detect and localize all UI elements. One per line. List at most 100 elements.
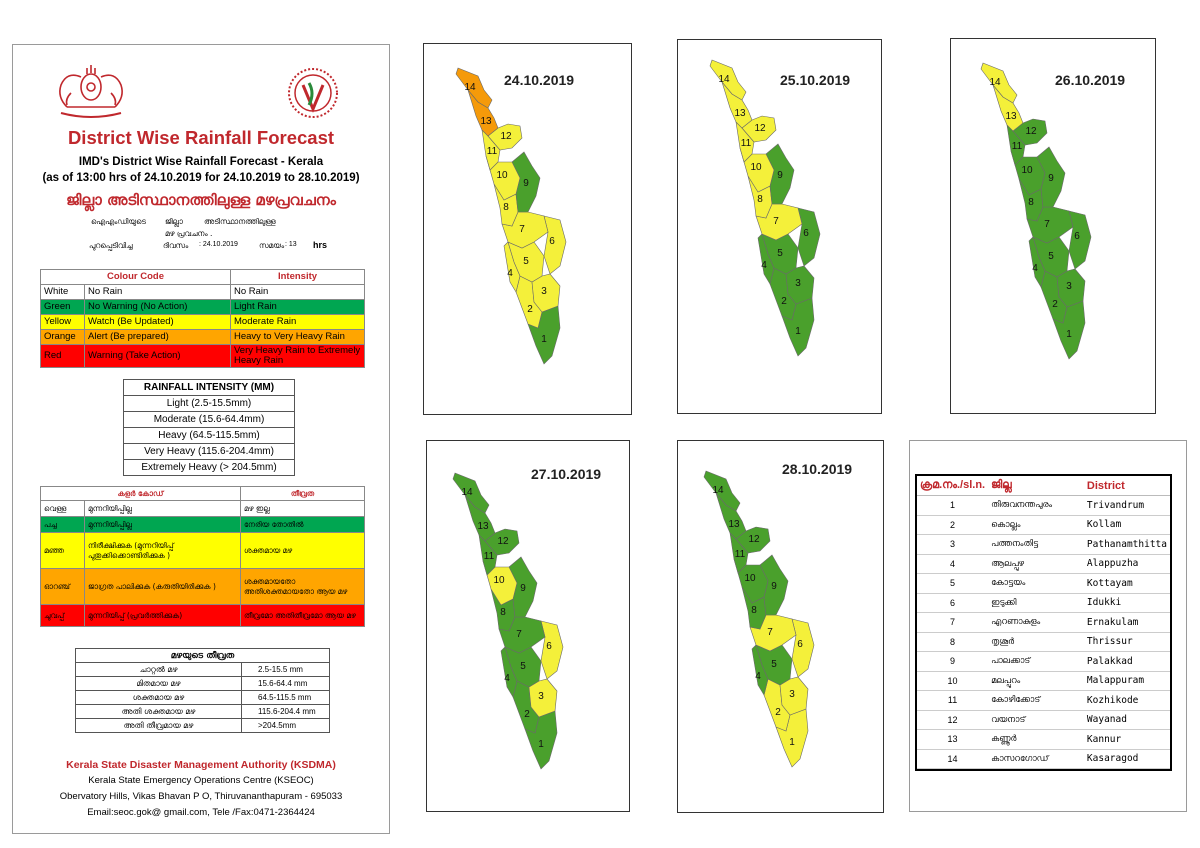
map-date: 26.10.2019 — [1055, 72, 1126, 88]
ml-district: ജില്ലാ — [165, 217, 183, 226]
district-7-label: 7 — [767, 627, 773, 638]
district-8-label: 8 — [757, 194, 763, 205]
district-14-label: 14 — [464, 82, 476, 93]
district-number: 13 — [917, 729, 989, 750]
colour-code-ml-row: വെള്ള മുന്നറിയിപ്പില്ല മഴ ഇല്ല — [40, 500, 365, 517]
colour-code-intensity: Moderate Rain — [230, 314, 365, 330]
intensity-ml-table-header: മഴയുടെ തീവ്രത — [75, 648, 330, 663]
district-row: 5 കോട്ടയം Kottayam — [917, 573, 1170, 594]
district-8-label: 8 — [500, 607, 506, 618]
intensity-ml-row: മിതമായ മഴ 15.6-64.4 mm — [75, 676, 330, 691]
district-9-label: 9 — [523, 178, 529, 189]
district-row: 9 പാലക്കാട് Palakkad — [917, 651, 1170, 672]
district-name-ml: കോഴിക്കോട് — [988, 690, 1084, 711]
district-3-region — [785, 265, 815, 305]
district-6-label: 6 — [549, 236, 555, 247]
colour-code-ml-intensity: നേരിയ തോതിൽ — [240, 516, 365, 533]
district-name-en: Ernakulam — [1083, 612, 1170, 633]
colour-code-meaning: Alert (Be prepared) — [84, 329, 231, 345]
colour-code-ml-colour: ഓറഞ്ച് — [40, 568, 85, 605]
ml-basis: അടിസ്ഥാനത്തിലുള്ള — [204, 217, 276, 226]
intensity-ml-value: 2.5-15.5 mm — [241, 662, 330, 677]
intensity-ml-header: തീവ്രത — [240, 486, 365, 501]
district-name-en: Pathanamthitta — [1083, 534, 1170, 555]
district-3-label: 3 — [541, 286, 547, 297]
district-7-label: 7 — [519, 224, 525, 235]
district-10-label: 10 — [1021, 165, 1033, 176]
district-7-label: 7 — [773, 216, 779, 227]
district-3-region — [1056, 268, 1086, 308]
district-6-label: 6 — [1074, 231, 1080, 242]
footer-contact: Email:seoc.gok@ gmail.com, Tele /Fax:047… — [87, 807, 315, 818]
intensity-ml-row: അതി തീവ്രമായ മഴ >204.5mm — [75, 718, 330, 733]
colour-code-intensity: Heavy to Very Heavy Rain — [230, 329, 365, 345]
district-name-ml: വയനാട് — [988, 710, 1084, 730]
district-11-label: 11 — [735, 549, 746, 560]
district-12-region — [487, 123, 523, 151]
colour-code-row: Orange Alert (Be prepared) Heavy to Very H… — [40, 329, 365, 345]
colour-code-ml-colour: വെള്ള — [40, 500, 85, 517]
ml-date-value: : 24.10.2019 — [199, 241, 238, 248]
district-3-label: 3 — [795, 278, 801, 289]
colour-code-ml-intensity: ശക്തമായ മഴ — [240, 532, 365, 569]
district-3-region — [779, 676, 809, 716]
intensity-ml-row: ശക്തമായ മഴ 64.5-115.5 mm — [75, 690, 330, 705]
district-1-label: 1 — [538, 739, 544, 750]
colour-code-ml-meaning: മുന്നറിയിപ്പില്ല — [84, 516, 241, 533]
district-12-label: 12 — [748, 534, 760, 545]
rainfall-intensity-row: Heavy (64.5-115.5mm) — [123, 427, 295, 444]
district-3-region — [531, 273, 561, 313]
district-14-region — [452, 472, 490, 514]
intensity-ml-label: അതി തീവ്രമായ മഴ — [75, 718, 242, 733]
colour-code-colour: Orange — [40, 329, 85, 345]
district-13-label: 13 — [480, 116, 492, 127]
subtitle-validity: (as of 13:00 hrs of 24.10.2019 for 24.10… — [42, 172, 360, 184]
district-6-region — [791, 618, 815, 678]
district-name-en: Idukki — [1083, 593, 1170, 613]
district-row: 14 കാസറഗോഡ് Kasaragod — [917, 749, 1170, 769]
colour-code-colour: White — [40, 284, 85, 300]
ml-time-label: സമയം — [259, 241, 285, 250]
ksdma-logo-icon — [288, 68, 338, 118]
map-date: 28.10.2019 — [782, 461, 853, 477]
rainfall-intensity-value: Very Heavy (115.6-204.4mm) — [123, 443, 295, 460]
map-date: 24.10.2019 — [504, 72, 575, 88]
rainfall-intensity-value: Heavy (64.5-115.5mm) — [123, 427, 295, 444]
rainfall-intensity-table: RAINFALL INTENSITY (MM) Light (2.5-15.5m… — [123, 379, 295, 476]
ml-forecast: മഴ പ്രവചനം . — [165, 229, 213, 238]
district-7-label: 7 — [1044, 219, 1050, 230]
district-10-label: 10 — [493, 575, 505, 586]
district-11-label: 11 — [741, 138, 752, 149]
district-4-label: 4 — [761, 260, 767, 271]
subtitle-imd: IMD's District Wise Rainfall Forecast - … — [78, 156, 324, 168]
district-12-label: 12 — [500, 131, 512, 142]
district-number: 9 — [917, 651, 989, 672]
intensity-ml-label: ശക്തമായ മഴ — [75, 690, 242, 705]
district-name-en: Kollam — [1083, 515, 1170, 535]
district-4-label: 4 — [507, 268, 513, 279]
colour-code-ml-colour: പച്ച — [40, 516, 85, 533]
district-row: 3 പത്തനംതിട്ട Pathanamthitta — [917, 534, 1170, 555]
district-number: 12 — [917, 710, 989, 730]
district-12-region — [484, 528, 520, 556]
district-12-region — [741, 115, 777, 143]
district-row: 8 തൃശൂർ Thrissur — [917, 632, 1170, 652]
colour-code-row: Yellow Watch (Be Updated) Moderate Rain — [40, 314, 365, 330]
rainfall-intensity-row: Very Heavy (115.6-204.4mm) — [123, 443, 295, 460]
rainfall-intensity-row: Extremely Heavy (> 204.5mm) — [123, 459, 295, 476]
district-row: 1 തിരുവനന്തപുരം Trivandrum — [917, 495, 1170, 516]
district-5-label: 5 — [520, 661, 526, 672]
district-10-label: 10 — [750, 162, 762, 173]
page-title: District Wise Rainfall Forecast — [67, 127, 335, 148]
colour-code-ml-meaning: ജാഗ്രത പാലിക്കുക (കരുതിയിരിക്കുക ) — [84, 568, 241, 605]
district-11-label: 11 — [484, 551, 495, 562]
district-9-label: 9 — [771, 581, 777, 592]
district-number: 10 — [917, 671, 989, 691]
district-number: 14 — [917, 749, 989, 769]
intensity-ml-label: മിതമായ മഴ — [75, 676, 242, 691]
district-11-label: 11 — [487, 146, 498, 157]
district-row: 13 കണ്ണൂർ Kannur — [917, 729, 1170, 750]
intensity-header: Intensity — [230, 269, 365, 285]
